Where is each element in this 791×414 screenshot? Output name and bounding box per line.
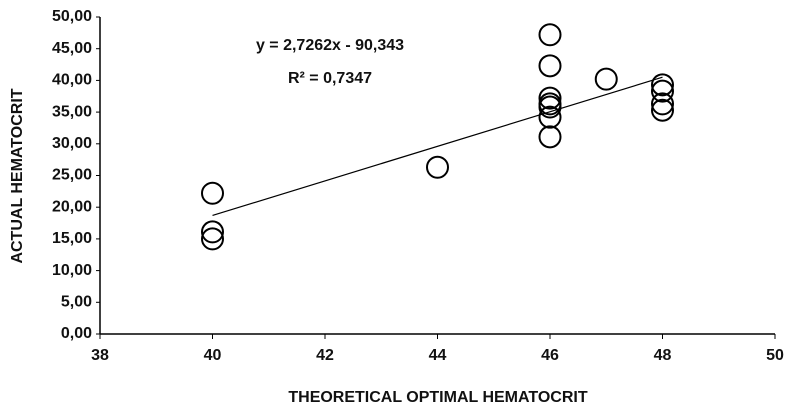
x-tick-label: 44 [429,347,447,364]
point [201,227,224,251]
point [651,73,674,97]
y-tick-label: 0,00 [61,325,92,342]
point [538,23,562,47]
x-tick-label: 50 [766,347,784,364]
y-tick-label: 45,00 [52,40,92,57]
y-tick-label: 10,00 [52,262,92,279]
point [538,54,562,78]
point [426,155,449,179]
x-tick-label: 48 [654,347,672,364]
point [538,95,562,119]
y-tick-label: 5,00 [61,294,92,311]
trendline [212,76,663,217]
point [651,98,674,122]
y-tick-label: 25,00 [52,167,92,184]
y-tick-label: 15,00 [52,230,92,247]
point [538,125,562,149]
y-tick-label: 20,00 [52,198,92,215]
point [651,79,674,103]
trend-equation: y = 2,7262x - 90,343 [256,37,404,54]
point [651,92,674,116]
x-tick-label: 46 [541,347,559,364]
point [538,86,562,110]
point [594,67,618,91]
y-tick-label: 30,00 [52,135,92,152]
x-tick-label: 40 [204,347,222,364]
y-tick-label: 35,00 [52,103,92,120]
y-axis-label: ACTUAL HEMATOCRIT [9,88,26,263]
point [201,220,224,244]
y-tick-label: 40,00 [52,72,92,89]
point [538,105,562,129]
r-squared: R² = 0,7347 [288,70,372,87]
x-tick-label: 38 [91,347,109,364]
x-axis-label: THEORETICAL OPTIMAL HEMATOCRIT [288,389,587,406]
x-tick-label: 42 [316,347,334,364]
y-tick-label: 50,00 [52,8,92,25]
point [201,181,224,205]
